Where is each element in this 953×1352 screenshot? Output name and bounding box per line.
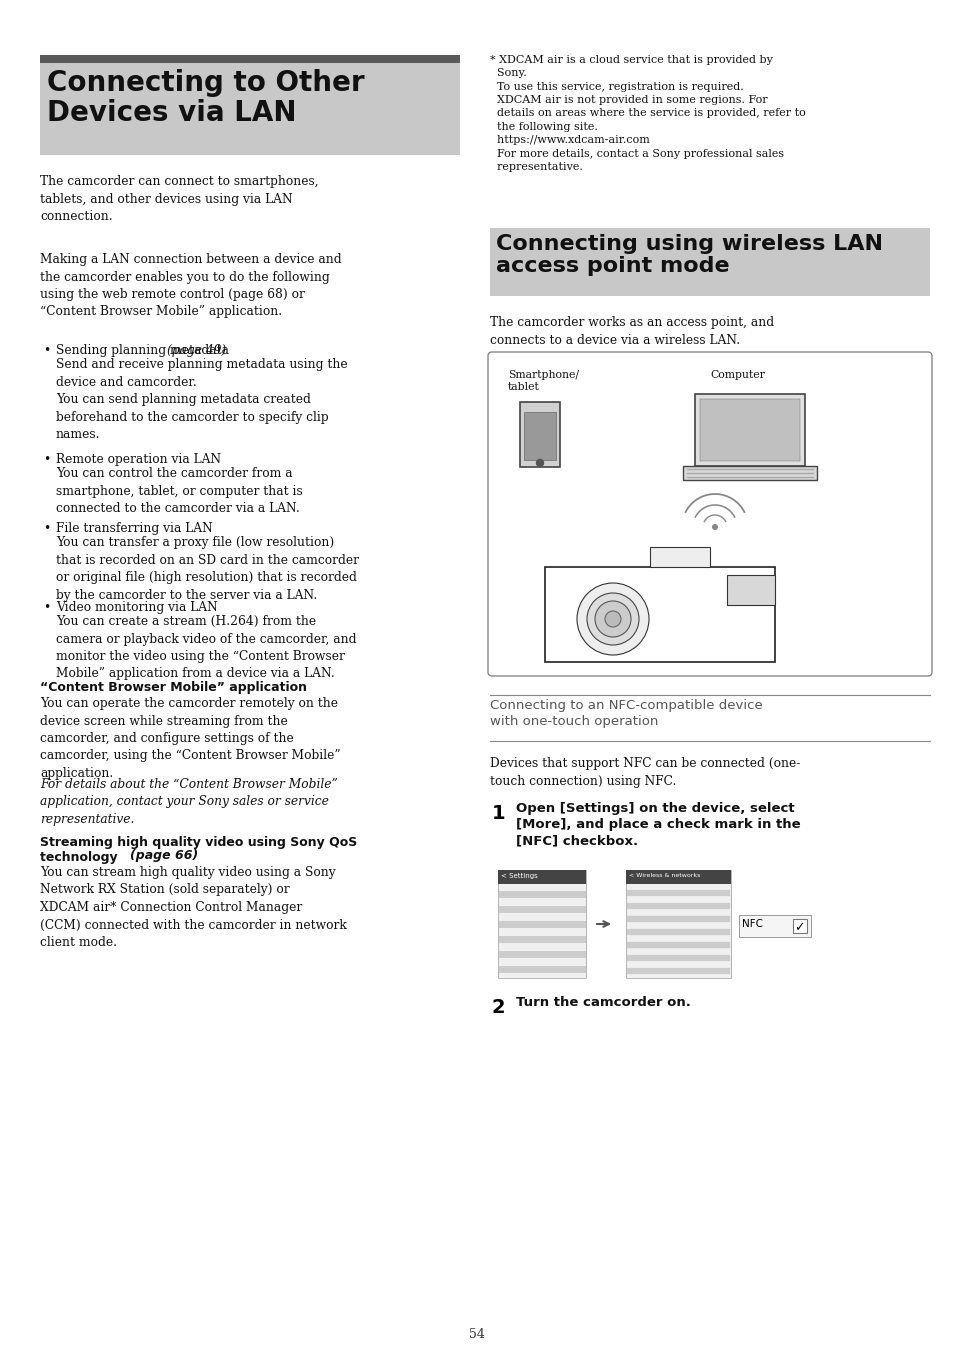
- Text: •: •: [43, 343, 51, 357]
- Bar: [40, 55, 459, 64]
- Bar: [497, 869, 585, 884]
- Bar: [649, 548, 709, 566]
- Text: Send and receive planning metadata using the
device and camcorder.
You can send : Send and receive planning metadata using…: [56, 358, 347, 441]
- Text: < Wireless & networks: < Wireless & networks: [628, 873, 700, 877]
- Text: The camcorder works as an access point, and
connects to a device via a wireless : The camcorder works as an access point, …: [490, 316, 773, 346]
- Bar: [726, 575, 774, 604]
- Text: Turn the camcorder on.: Turn the camcorder on.: [516, 996, 690, 1009]
- Bar: [497, 869, 585, 977]
- Circle shape: [577, 583, 648, 654]
- Text: * XDCAM air is a cloud service that is provided by
  Sony.
  To use this service: * XDCAM air is a cloud service that is p…: [490, 55, 805, 172]
- Bar: [625, 869, 730, 884]
- Bar: [625, 869, 730, 977]
- Text: You can create a stream (H.264) from the
camera or playback video of the camcord: You can create a stream (H.264) from the…: [56, 615, 356, 680]
- Bar: [544, 566, 774, 662]
- Text: Computer: Computer: [709, 370, 764, 380]
- Text: ✓: ✓: [793, 921, 803, 934]
- Text: File transferring via LAN: File transferring via LAN: [56, 522, 213, 535]
- Circle shape: [586, 594, 639, 645]
- Text: You can transfer a proxy file (low resolution)
that is recorded on an SD card in: You can transfer a proxy file (low resol…: [56, 535, 358, 602]
- Bar: [519, 402, 559, 466]
- Text: Connecting to Other
Devices via LAN: Connecting to Other Devices via LAN: [47, 69, 364, 127]
- Bar: [695, 393, 804, 466]
- Bar: [700, 399, 800, 461]
- Text: NFC: NFC: [741, 919, 762, 929]
- Bar: [490, 228, 929, 296]
- Text: < Settings: < Settings: [500, 873, 537, 879]
- Text: You can operate the camcorder remotely on the
device screen while streaming from: You can operate the camcorder remotely o…: [40, 698, 340, 780]
- Text: Making a LAN connection between a device and
the camcorder enables you to do the: Making a LAN connection between a device…: [40, 253, 341, 319]
- Text: 1: 1: [492, 804, 505, 823]
- Text: You can control the camcorder from a
smartphone, tablet, or computer that is
con: You can control the camcorder from a sma…: [56, 466, 302, 515]
- Circle shape: [711, 525, 718, 530]
- Bar: [40, 64, 459, 155]
- Text: •: •: [43, 522, 51, 535]
- Text: Connecting to an NFC-compatible device
with one-touch operation: Connecting to an NFC-compatible device w…: [490, 699, 762, 727]
- Text: •: •: [43, 602, 51, 614]
- Bar: [523, 412, 556, 460]
- Text: For details about the “Content Browser Mobile”
application, contact your Sony sa: For details about the “Content Browser M…: [40, 777, 337, 826]
- Text: 2: 2: [492, 998, 505, 1017]
- Text: Smartphone/
tablet: Smartphone/ tablet: [507, 370, 578, 392]
- Text: (page 66): (page 66): [130, 849, 198, 863]
- Bar: [682, 466, 816, 480]
- Text: Streaming high quality video using Sony QoS
technology: Streaming high quality video using Sony …: [40, 836, 356, 864]
- Text: Remote operation via LAN: Remote operation via LAN: [56, 453, 221, 466]
- Text: •: •: [43, 453, 51, 466]
- Text: Open [Settings] on the device, select
[More], and place a check mark in the
[NFC: Open [Settings] on the device, select [M…: [516, 802, 800, 846]
- Text: 54: 54: [469, 1328, 484, 1341]
- Text: Connecting using wireless LAN
access point mode: Connecting using wireless LAN access poi…: [496, 234, 882, 276]
- Text: (page 49): (page 49): [167, 343, 226, 357]
- Bar: [792, 919, 806, 933]
- Text: Sending planning metadata: Sending planning metadata: [56, 343, 233, 357]
- Text: Devices that support NFC can be connected (one-
touch connection) using NFC.: Devices that support NFC can be connecte…: [490, 757, 800, 787]
- Text: “Content Browser Mobile” application: “Content Browser Mobile” application: [40, 681, 307, 694]
- Circle shape: [536, 460, 543, 466]
- Text: You can stream high quality video using a Sony
Network RX Station (sold separate: You can stream high quality video using …: [40, 867, 346, 949]
- Text: The camcorder can connect to smartphones,
tablets, and other devices using via L: The camcorder can connect to smartphones…: [40, 174, 318, 223]
- Circle shape: [595, 602, 630, 637]
- Circle shape: [604, 611, 620, 627]
- Text: Video monitoring via LAN: Video monitoring via LAN: [56, 602, 217, 614]
- Bar: [739, 915, 810, 937]
